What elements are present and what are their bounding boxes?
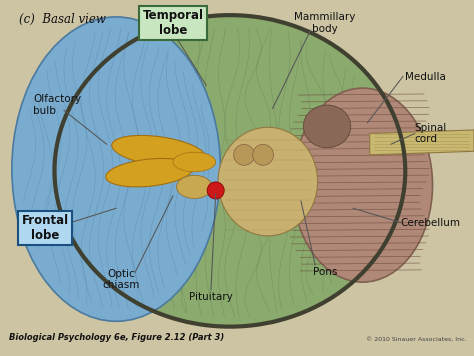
Ellipse shape <box>176 176 212 199</box>
Text: (c)  Basal view: (c) Basal view <box>19 12 106 26</box>
Text: Olfactory
bulb: Olfactory bulb <box>33 94 82 116</box>
Circle shape <box>207 182 224 199</box>
Text: Spinal
cord: Spinal cord <box>415 123 447 144</box>
Text: © 2010 Sinauer Associates, Inc.: © 2010 Sinauer Associates, Inc. <box>366 337 467 342</box>
Ellipse shape <box>303 105 351 148</box>
Ellipse shape <box>55 15 405 327</box>
Ellipse shape <box>112 135 206 167</box>
Ellipse shape <box>218 127 318 236</box>
Ellipse shape <box>12 17 220 321</box>
Text: Pons: Pons <box>312 267 337 277</box>
Text: Medulla: Medulla <box>405 72 446 82</box>
Ellipse shape <box>173 152 216 172</box>
Polygon shape <box>370 130 474 155</box>
Text: Biological Psychology 6e, Figure 2.12 (Part 3): Biological Psychology 6e, Figure 2.12 (P… <box>9 333 225 342</box>
Ellipse shape <box>106 158 193 187</box>
Text: Frontal
lobe: Frontal lobe <box>21 214 69 242</box>
Text: Cerebellum: Cerebellum <box>401 218 461 227</box>
Text: Optic
chiasm: Optic chiasm <box>102 269 139 290</box>
Ellipse shape <box>292 88 432 282</box>
Text: Pituitary: Pituitary <box>189 292 233 302</box>
Circle shape <box>253 145 273 165</box>
Circle shape <box>234 145 255 165</box>
Text: Temporal
lobe: Temporal lobe <box>143 9 203 37</box>
Text: Mammillary
body: Mammillary body <box>294 12 356 34</box>
